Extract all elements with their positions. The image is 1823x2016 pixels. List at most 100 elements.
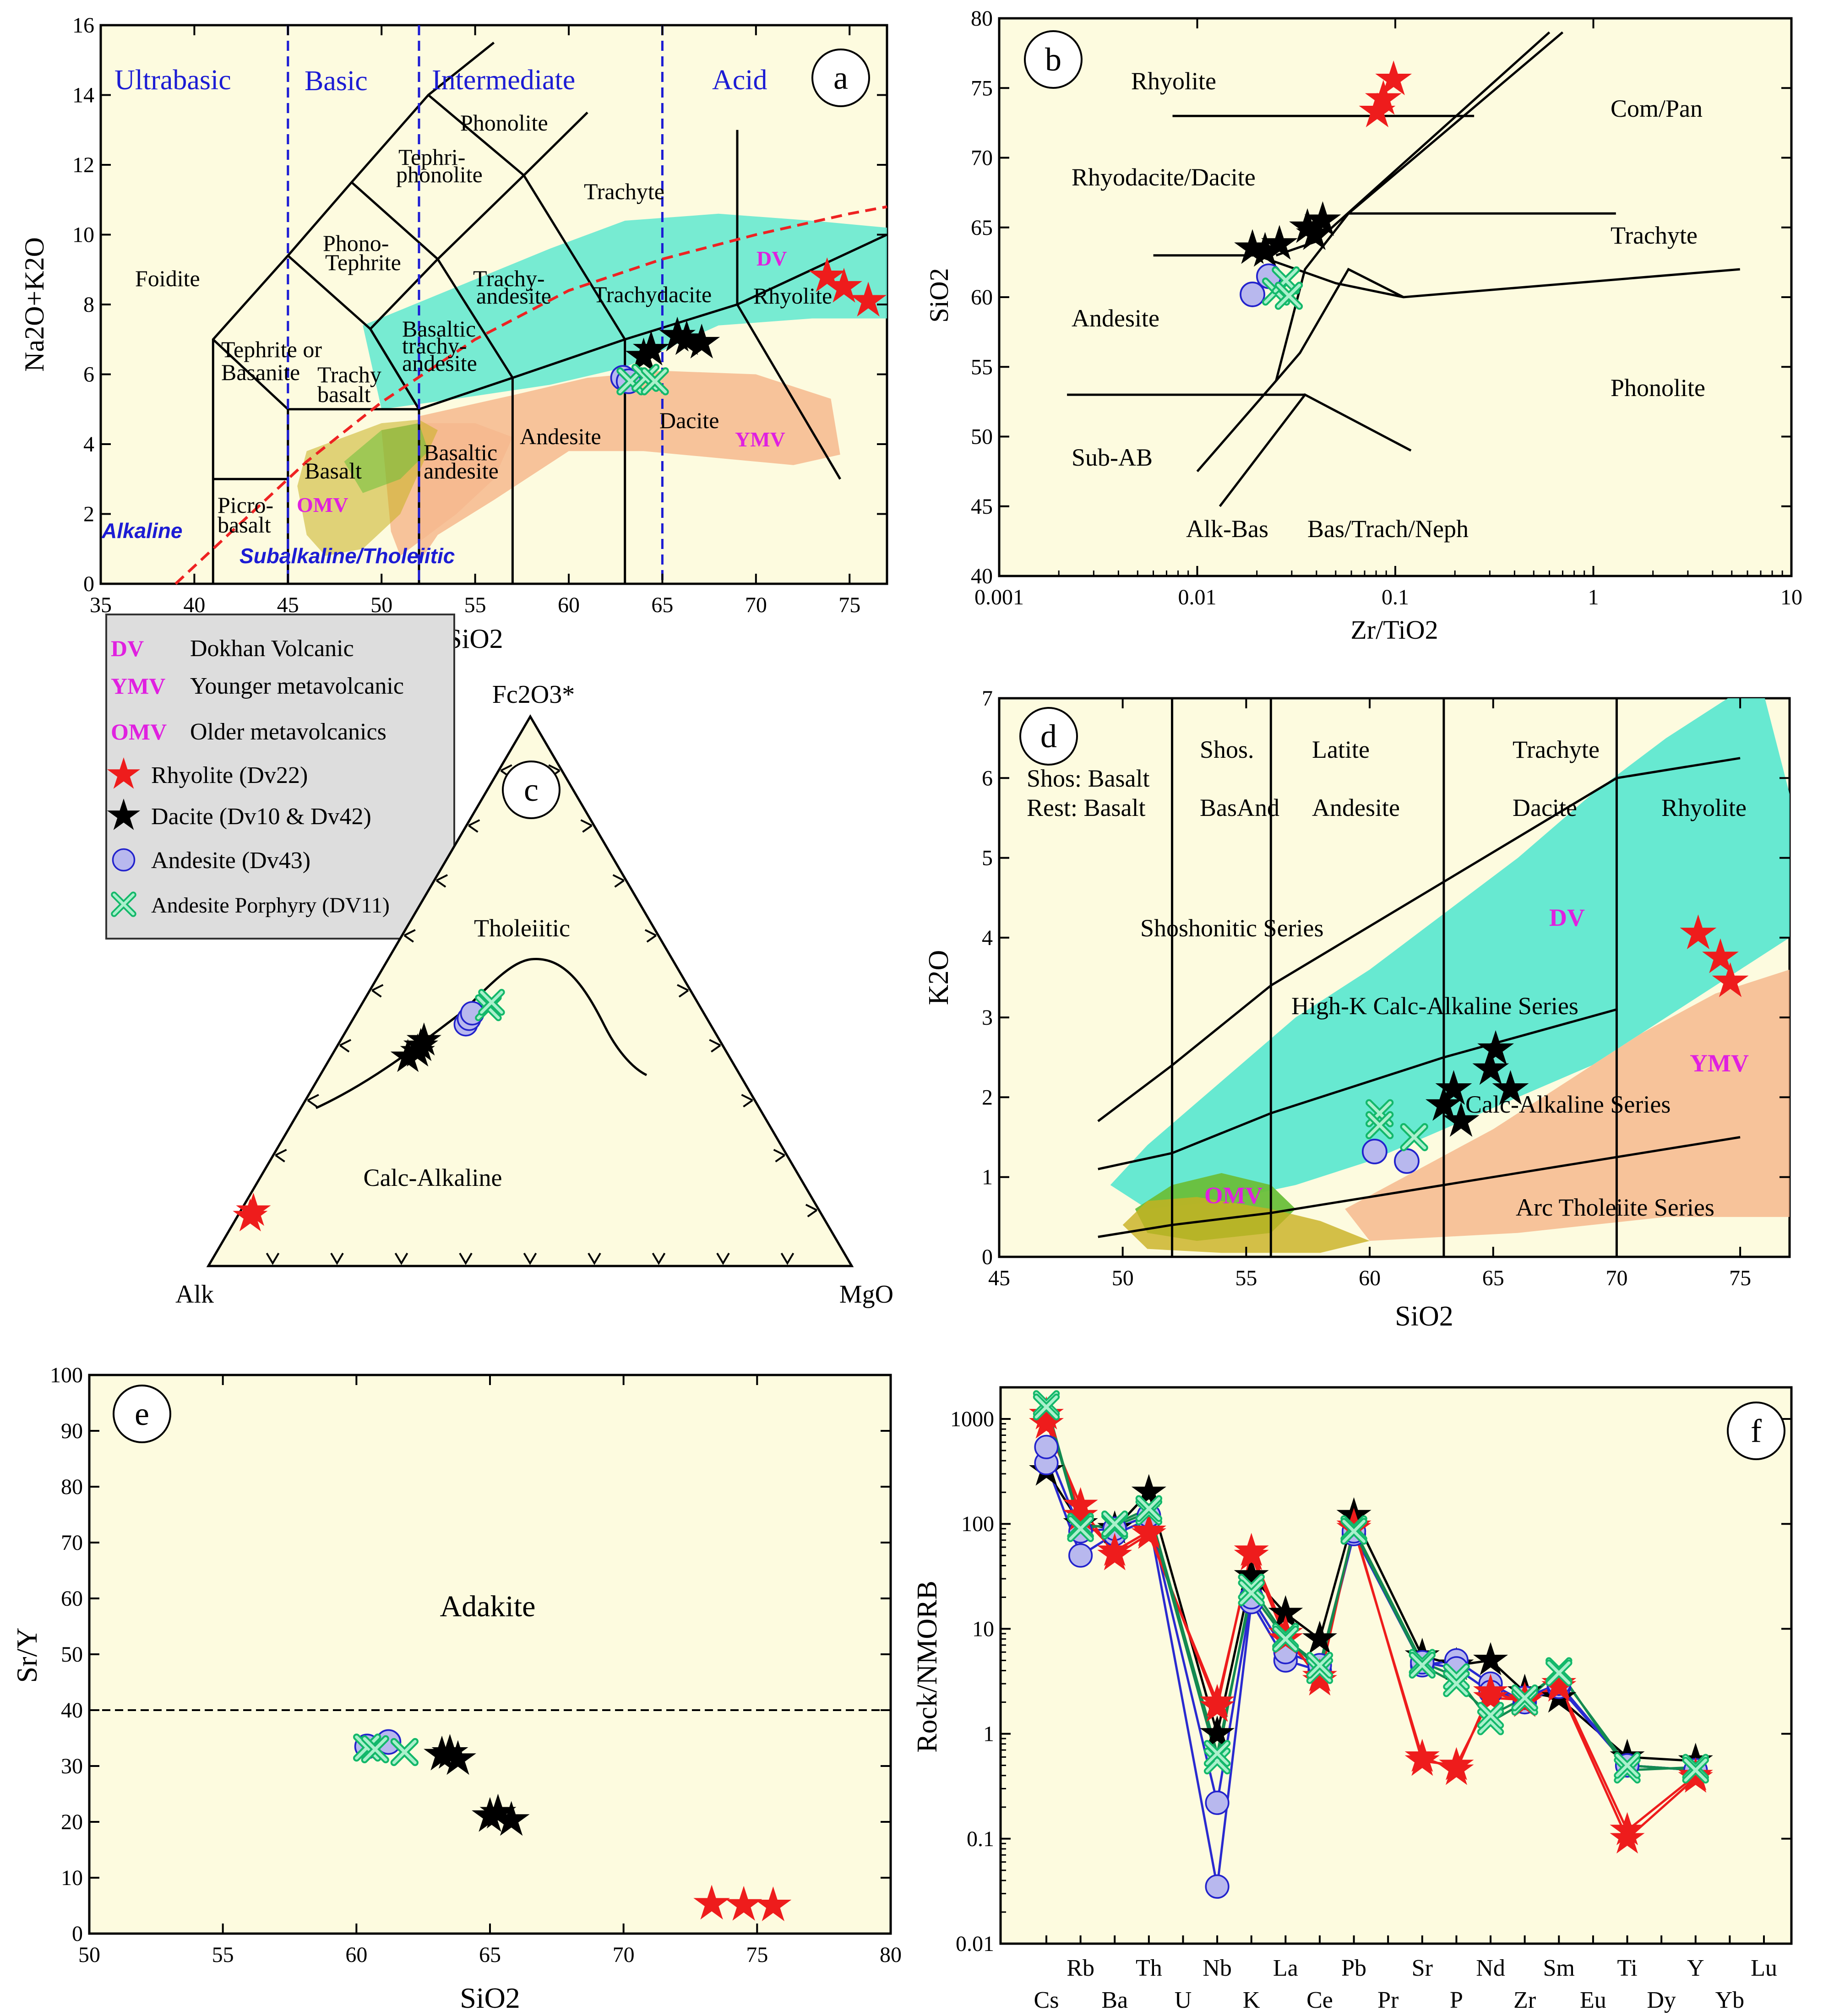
panel-letter-f: f	[1751, 1413, 1762, 1449]
zr-boundary-5	[1196, 267, 1404, 473]
y-tick-label: 14	[72, 83, 94, 108]
x-tick-label: 0.1	[1382, 585, 1409, 609]
ternary-tick-left	[403, 929, 416, 943]
legend-code-ymv: YMV	[111, 673, 165, 699]
panel-b-axes: 0.001 0.01 0.1 1 10 40 45 50 55 60 65 70 75 80	[971, 6, 1802, 609]
ternary-tick-left	[468, 819, 480, 833]
element-label-Th: Th	[1136, 1955, 1162, 1981]
panel-letter-c: c	[524, 772, 539, 808]
field-trachyandesite-2: andesite	[476, 283, 551, 309]
y-tick-label: 12	[72, 153, 94, 177]
field-label-ymv: YMV	[735, 428, 785, 451]
panel-c-triangle	[206, 714, 854, 1267]
y-tick-label: 100	[961, 1512, 994, 1536]
point-f-6-0	[1033, 1393, 1060, 1421]
field-d-dv: DV	[1549, 904, 1585, 931]
apex-left: Alk	[175, 1280, 214, 1309]
y-tick-label: 16	[72, 13, 94, 38]
x-tick-label: 50	[78, 1943, 100, 1967]
panel-b-plot-area	[998, 17, 1793, 577]
point-f-2-4	[1205, 1790, 1230, 1815]
y-tick-label: 10	[972, 1617, 994, 1641]
point-f-1-1	[1068, 1543, 1093, 1568]
panel-b-xlabel: Zr/TiO2	[1350, 615, 1438, 645]
field-trachybasalt-1: Trachy	[317, 362, 381, 387]
legend-box	[105, 614, 455, 940]
x-tick-label: 50	[1112, 1266, 1134, 1290]
header-shos-basalt: Shos: Basalt	[1027, 765, 1150, 792]
x-tick-label: 10	[1780, 585, 1802, 609]
panel-letter-e: e	[135, 1396, 149, 1432]
dv-field	[363, 213, 887, 409]
point-f-6-15	[1682, 1756, 1709, 1784]
series-boundary-0	[1097, 757, 1741, 1122]
panel-e-sry: 50 55 60 65 70 75 80 0 10 20 30 40 50 60 70 80 90 100 Ada…	[11, 1363, 902, 2014]
y-tick-label: 6	[982, 766, 993, 790]
point-d-circle-0	[1361, 1139, 1388, 1164]
field-b-rhyolite: Rhyolite	[1131, 67, 1216, 95]
panel-f-series-lines	[1045, 1403, 1697, 1887]
y-tick-label: 0	[83, 572, 94, 596]
field-phonolite: Phonolite	[460, 110, 548, 136]
point-c-cross-1	[478, 989, 505, 1016]
x-tick-label: 70	[613, 1943, 635, 1967]
x-tick-label: 55	[464, 593, 486, 617]
x-tick-label: 55	[212, 1943, 234, 1967]
divider-label-subalkaline: Subalkaline/Tholeiitic	[239, 544, 455, 568]
field-picrobasalt-1: Picro-	[218, 492, 273, 518]
legend-symbol-circle	[112, 848, 136, 872]
y-tick-label: 80	[971, 6, 993, 31]
x-tick-label: 35	[90, 593, 112, 617]
ternary-tick-base	[330, 1252, 344, 1265]
point-b-circle-0	[1240, 281, 1265, 307]
panel-a-fields	[297, 213, 887, 563]
panel-letter-badge-f	[1727, 1402, 1785, 1460]
y-tick-label: 75	[971, 76, 993, 100]
y-tick-label: 100	[50, 1363, 83, 1387]
ymv-field-d	[1345, 969, 1790, 1241]
apex-top: Fc2O3*	[492, 680, 575, 709]
point-f-6-4	[1203, 1740, 1231, 1767]
series-label-basic: Basic	[305, 65, 368, 97]
point-f-6-8	[1340, 1518, 1367, 1545]
ternary-tick-base	[459, 1252, 473, 1265]
field-c-tholeiitic: Tholeiitic	[474, 914, 570, 942]
point-f-6-12	[1511, 1684, 1538, 1712]
zr-boundary-2	[1153, 254, 1740, 299]
legend-label-2: Older metavolcanics	[190, 719, 386, 745]
y-tick-label: 50	[971, 425, 993, 449]
y-tick-label: 1	[983, 1722, 994, 1746]
panel-letter-b: b	[1045, 41, 1061, 78]
ternary-tick-left	[435, 874, 448, 888]
field-rhyolite: Rhyolite	[753, 283, 832, 309]
tas-boundary-8	[369, 111, 588, 330]
y-tick-label: 55	[971, 355, 993, 379]
element-label-Ba: Ba	[1101, 1987, 1128, 2013]
ternary-tick-right	[644, 929, 657, 943]
legend-label-4: Dacite (Dv10 & Dv42)	[151, 804, 371, 830]
omv-field-d	[1122, 1197, 1370, 1253]
divider-label-alkaline: Alkaline	[101, 519, 182, 543]
y-tick-label: 4	[83, 432, 94, 456]
point-e-cross-1	[361, 1735, 389, 1764]
ternary-tick-base	[523, 1252, 537, 1265]
y-tick-label: 65	[971, 216, 993, 240]
ternary-tick-right	[612, 874, 625, 888]
y-tick-label: 70	[971, 146, 993, 170]
tas-boundary-13	[369, 328, 420, 410]
legend-label-6: Andesite Porphyry (DV11)	[151, 893, 390, 918]
ternary-tick-base	[394, 1252, 408, 1265]
panel-letter-badge-c	[502, 761, 561, 819]
y-tick-label: 40	[971, 564, 993, 588]
point-d-cross-2	[1400, 1123, 1428, 1152]
panel-c-ticks	[243, 764, 817, 1265]
series-arctholeiite: Arc Tholeiite Series	[1516, 1194, 1714, 1221]
ternary-tick-left	[371, 984, 384, 998]
series-label-ultrabasic: Ultrabasic	[114, 65, 231, 96]
y-tick-label: 1	[982, 1165, 993, 1190]
ternary-tick-right	[741, 1094, 753, 1108]
panel-letter-badge-b	[1024, 30, 1083, 89]
y-tick-label: 1000	[950, 1407, 994, 1431]
legend-code-omv: OMV	[111, 719, 167, 744]
